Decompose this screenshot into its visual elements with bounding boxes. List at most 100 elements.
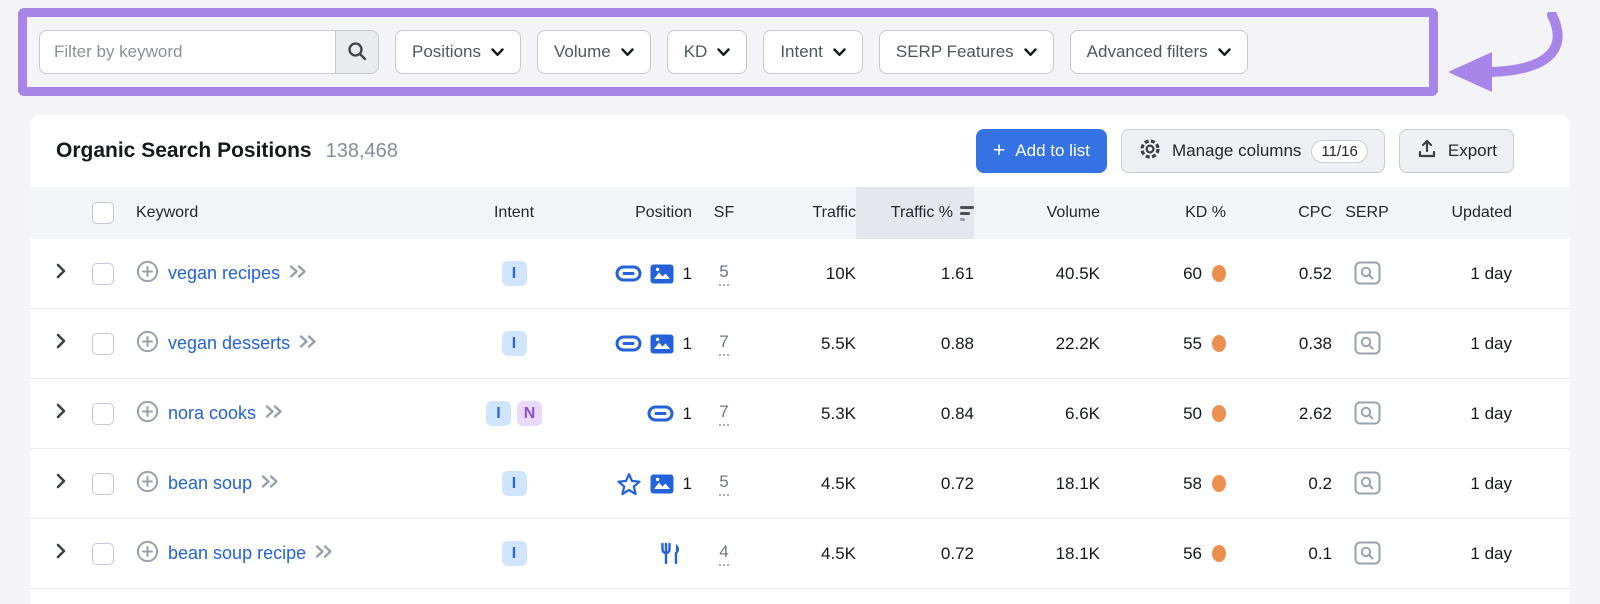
- cpc-value: 0.38: [1298, 333, 1332, 353]
- panel-title: Organic Search Positions: [56, 139, 312, 162]
- add-keyword-icon[interactable]: [136, 470, 159, 498]
- filter-dropdown-intent[interactable]: Intent: [763, 30, 863, 74]
- updated-value: 1 day: [1470, 473, 1512, 493]
- row-checkbox[interactable]: [92, 332, 114, 355]
- expand-row-button[interactable]: [56, 403, 92, 424]
- double-chevron-icon[interactable]: [289, 264, 308, 284]
- column-header-traffic[interactable]: Traffic: [812, 204, 856, 221]
- chevron-right-icon: [56, 473, 66, 494]
- chevron-down-icon: [491, 42, 504, 62]
- filter-dropdown-serp-features[interactable]: SERP Features: [878, 30, 1054, 74]
- search-button[interactable]: [335, 30, 379, 74]
- add-to-list-button[interactable]: + Add to list: [976, 129, 1107, 173]
- kd-cell: 60: [1100, 264, 1226, 284]
- column-header-traffic-pct[interactable]: Traffic %: [856, 187, 974, 239]
- keyword-link[interactable]: vegan desserts: [168, 333, 291, 353]
- expand-row-button[interactable]: [56, 263, 92, 284]
- kd-difficulty-dot: [1212, 475, 1226, 492]
- expand-row-button[interactable]: [56, 333, 92, 354]
- chevron-down-icon: [1023, 42, 1037, 62]
- serp-preview-icon[interactable]: [1354, 261, 1381, 286]
- intent-cell: I: [466, 541, 562, 566]
- column-header-serp[interactable]: SERP: [1345, 204, 1389, 221]
- traffic-cell: 10K: [756, 264, 856, 284]
- filter-dropdown-advanced-filters[interactable]: Advanced filters: [1069, 30, 1248, 74]
- column-header-kd[interactable]: KD %: [1185, 204, 1226, 221]
- intent-badge-i[interactable]: I: [486, 401, 511, 426]
- keyword-link[interactable]: vegan recipes: [168, 263, 281, 283]
- expand-row-button[interactable]: [56, 543, 92, 564]
- add-keyword-icon[interactable]: [136, 400, 159, 428]
- serp-preview-icon[interactable]: [1354, 541, 1381, 566]
- sf-value[interactable]: 4: [719, 542, 729, 566]
- export-button[interactable]: Export: [1398, 129, 1514, 173]
- intent-cell: I: [466, 471, 562, 496]
- keyword-cell: vegan recipes: [136, 260, 466, 288]
- serp-preview-icon[interactable]: [1354, 331, 1381, 356]
- kd-value: 58: [1183, 473, 1202, 493]
- keyword-link[interactable]: nora cooks: [168, 403, 257, 423]
- keyword-cell: nora cooks: [136, 400, 466, 428]
- intent-badge-i[interactable]: I: [501, 471, 527, 496]
- filter-dropdowns: Positions Volume KD Intent SERP Features: [395, 30, 1248, 74]
- add-keyword-icon[interactable]: [136, 540, 159, 568]
- chevron-right-icon: [56, 403, 66, 424]
- gear-icon: [1138, 137, 1162, 166]
- double-chevron-icon[interactable]: [265, 404, 284, 424]
- keyword-link[interactable]: bean soup recipe: [168, 543, 307, 563]
- add-keyword-icon[interactable]: [136, 330, 159, 358]
- intent-badge-i[interactable]: I: [501, 261, 527, 286]
- chevron-right-icon: [56, 333, 66, 354]
- column-header-updated[interactable]: Updated: [1451, 204, 1513, 221]
- intent-badge-n[interactable]: N: [517, 401, 542, 426]
- serp-preview-icon[interactable]: [1354, 401, 1381, 426]
- keyword-link[interactable]: bean soup: [168, 473, 253, 493]
- filter-dropdown-label: SERP Features: [895, 42, 1014, 61]
- manage-columns-label: Manage columns: [1171, 141, 1302, 160]
- keyword-filter-input[interactable]: [39, 30, 335, 74]
- column-header-traffic-pct-label: Traffic %: [890, 204, 953, 221]
- double-chevron-icon[interactable]: [261, 474, 280, 494]
- manage-columns-button[interactable]: Manage columns 11/16: [1120, 129, 1385, 173]
- column-header-sf[interactable]: SF: [713, 204, 735, 221]
- intent-cell: I: [466, 261, 562, 286]
- filter-dropdown-volume[interactable]: Volume: [536, 30, 651, 74]
- column-header-volume[interactable]: Volume: [1046, 204, 1100, 221]
- filter-dropdown-positions[interactable]: Positions: [395, 30, 521, 74]
- row-checkbox[interactable]: [92, 542, 114, 565]
- sf-value[interactable]: 5: [719, 262, 729, 286]
- traffic-pct-value: 0.72: [940, 473, 974, 493]
- intent-badge-i[interactable]: I: [501, 541, 527, 566]
- export-icon: [1416, 138, 1438, 165]
- double-chevron-icon[interactable]: [299, 334, 318, 354]
- traffic-cell: 4.5K: [756, 474, 856, 494]
- kd-cell: 58: [1100, 474, 1226, 494]
- column-header-position[interactable]: Position: [635, 204, 692, 221]
- table-row: bean soup recipe I 4 4.5K 0.72 18.1K 56 …: [30, 519, 1570, 589]
- cpc-cell: 0.52: [1226, 264, 1332, 284]
- sf-value[interactable]: 5: [719, 472, 729, 496]
- column-header-cpc[interactable]: CPC: [1298, 204, 1332, 221]
- sf-value[interactable]: 7: [719, 402, 729, 426]
- column-header-keyword[interactable]: Keyword: [136, 204, 199, 221]
- plus-icon: +: [993, 138, 1006, 162]
- row-checkbox[interactable]: [92, 472, 114, 495]
- serp-preview-icon[interactable]: [1354, 471, 1381, 496]
- double-chevron-icon[interactable]: [315, 544, 334, 564]
- image-icon: [650, 264, 674, 284]
- cpc-value: 0.52: [1298, 263, 1332, 283]
- row-checkbox[interactable]: [92, 402, 114, 425]
- intent-badge-i[interactable]: I: [501, 331, 527, 356]
- total-results-count: 138,468: [325, 139, 398, 162]
- image-icon: [650, 334, 674, 354]
- position-serp-feature-icons: [647, 404, 674, 423]
- kd-value: 55: [1183, 333, 1202, 353]
- column-header-intent[interactable]: Intent: [493, 204, 535, 221]
- filter-dropdown-kd[interactable]: KD: [666, 30, 748, 74]
- sf-value[interactable]: 7: [719, 332, 729, 356]
- row-select-cell: [92, 332, 136, 355]
- expand-row-button[interactable]: [56, 473, 92, 494]
- select-all-checkbox[interactable]: [92, 202, 114, 224]
- row-checkbox[interactable]: [92, 262, 114, 285]
- add-keyword-icon[interactable]: [136, 260, 159, 288]
